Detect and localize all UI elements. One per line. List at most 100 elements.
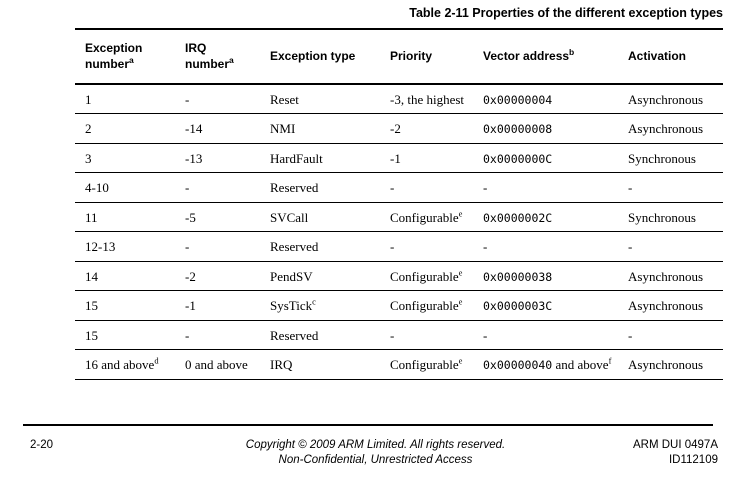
cell: Configurablee	[380, 349, 473, 380]
cell: 1	[75, 84, 175, 114]
header-priority: Priority	[380, 29, 473, 85]
cell-text: 3	[85, 150, 92, 166]
cell: Synchronous	[618, 143, 723, 173]
table-row: 16 and aboved 0 and above IRQ Configurab…	[75, 349, 723, 380]
cell: PendSV	[260, 261, 380, 291]
document-reference: ARM DUI 0497A ID112109	[633, 438, 718, 467]
cell: NMI	[260, 113, 380, 144]
cell-mono: 0x00000040	[483, 358, 553, 372]
footnote-ref: a	[229, 54, 234, 65]
cell-text: Configurable	[390, 209, 459, 225]
footnote-ref: a	[129, 54, 134, 65]
cell-mono: 0x0000000C	[483, 151, 553, 166]
cell-text: 0 and above	[185, 357, 248, 372]
header-label: IRQ number	[185, 40, 230, 71]
cell-text: -	[483, 180, 488, 195]
cell: 15	[75, 290, 175, 321]
cell: Asynchronous	[618, 290, 723, 321]
cell-text: Asynchronous	[628, 268, 704, 284]
cell-text: and above	[552, 357, 609, 372]
cell: Asynchronous	[618, 261, 723, 291]
cell-text: PendSV	[270, 268, 313, 284]
footnote-ref: f	[608, 355, 612, 366]
cell-mono: 0x00000038	[483, 269, 553, 284]
header-label: Exception type	[270, 48, 356, 63]
cell-text: Synchronous	[628, 150, 696, 166]
cell-text: 4-10	[85, 180, 109, 195]
header-row: Exception numbera IRQ numbera Exception …	[75, 29, 723, 85]
cell: Reserved	[260, 231, 380, 262]
cell: -	[473, 320, 618, 350]
cell: 0x00000040 and abovef	[473, 349, 618, 380]
cell-text: 1	[85, 92, 92, 107]
cell: -	[618, 231, 723, 262]
cell: -14	[175, 113, 260, 144]
cell: Reset	[260, 84, 380, 114]
cell: -	[473, 231, 618, 262]
cell: Asynchronous	[618, 349, 723, 380]
header-label: Priority	[390, 48, 433, 63]
footnote-ref: e	[458, 267, 463, 278]
cell: -3, the highest	[380, 84, 473, 114]
cell-text: Reset	[270, 92, 299, 107]
cell: -	[380, 231, 473, 262]
cell: -	[618, 320, 723, 350]
cell-text: -1	[390, 150, 401, 166]
cell-text: 11	[85, 209, 98, 225]
cell: Configurablee	[380, 290, 473, 321]
doc-id: ID112109	[668, 453, 718, 466]
cell-text: Configurable	[390, 357, 459, 372]
cell: -	[473, 172, 618, 203]
table-caption: Table 2-11 Properties of the different e…	[409, 6, 723, 20]
header-exception-number: Exception numbera	[75, 29, 175, 85]
page-number: 2-20	[30, 439, 54, 451]
cell-text: -	[628, 327, 633, 343]
cell-text: -3, the highest	[390, 92, 465, 107]
cell: -	[175, 231, 260, 262]
cell-text: NMI	[270, 121, 296, 136]
cell-text: -	[628, 180, 633, 195]
copyright-notice: Copyright © 2009 ARM Limited. All rights…	[8, 438, 735, 467]
cell-text: -	[185, 92, 190, 107]
header-label: Exception number	[85, 40, 143, 71]
cell-text: -	[483, 327, 488, 343]
cell: -2	[380, 113, 473, 144]
header-label: Activation	[628, 48, 687, 63]
cell-text: 2	[85, 121, 92, 136]
cell-mono: 0x0000003C	[483, 299, 553, 313]
doc-ref-number: ARM DUI 0497A	[632, 439, 718, 451]
cell: -	[175, 172, 260, 203]
cell-text: Reserved	[270, 327, 319, 343]
cell-text: -14	[185, 121, 203, 136]
cell: 12-13	[75, 231, 175, 262]
cell: 0x00000008	[473, 113, 618, 144]
cell-text: HardFault	[270, 150, 323, 166]
cell-text: -2	[390, 121, 401, 136]
footer-divider	[23, 424, 713, 426]
cell-text: Synchronous	[628, 209, 696, 225]
cell-text: Asynchronous	[628, 298, 704, 313]
cell-text: 14	[85, 268, 98, 284]
footnote-ref: b	[569, 46, 575, 57]
cell-text: -	[390, 327, 395, 343]
cell-text: Asynchronous	[628, 357, 704, 372]
footnote-ref: e	[458, 355, 463, 366]
cell: -5	[175, 202, 260, 232]
cell: 2	[75, 113, 175, 144]
cell: -	[618, 172, 723, 203]
cell-text: 16 and above	[85, 357, 155, 372]
cell-text: -	[628, 239, 633, 254]
cell: Synchronous	[618, 202, 723, 232]
cell-mono: 0x00000008	[483, 122, 553, 136]
cell: -	[380, 320, 473, 350]
cell: SVCall	[260, 202, 380, 232]
cell-text: Asynchronous	[628, 121, 704, 136]
cell-text: SVCall	[270, 209, 309, 225]
table-row: 2 -14 NMI -2 0x00000008 Asynchronous	[75, 113, 723, 144]
cell: 16 and aboved	[75, 349, 175, 380]
header-vector-address: Vector addressb	[473, 29, 618, 85]
cell: -	[175, 320, 260, 350]
cell: Asynchronous	[618, 84, 723, 114]
cell: -1	[380, 143, 473, 173]
table-header: Exception numbera IRQ numbera Exception …	[75, 29, 723, 85]
